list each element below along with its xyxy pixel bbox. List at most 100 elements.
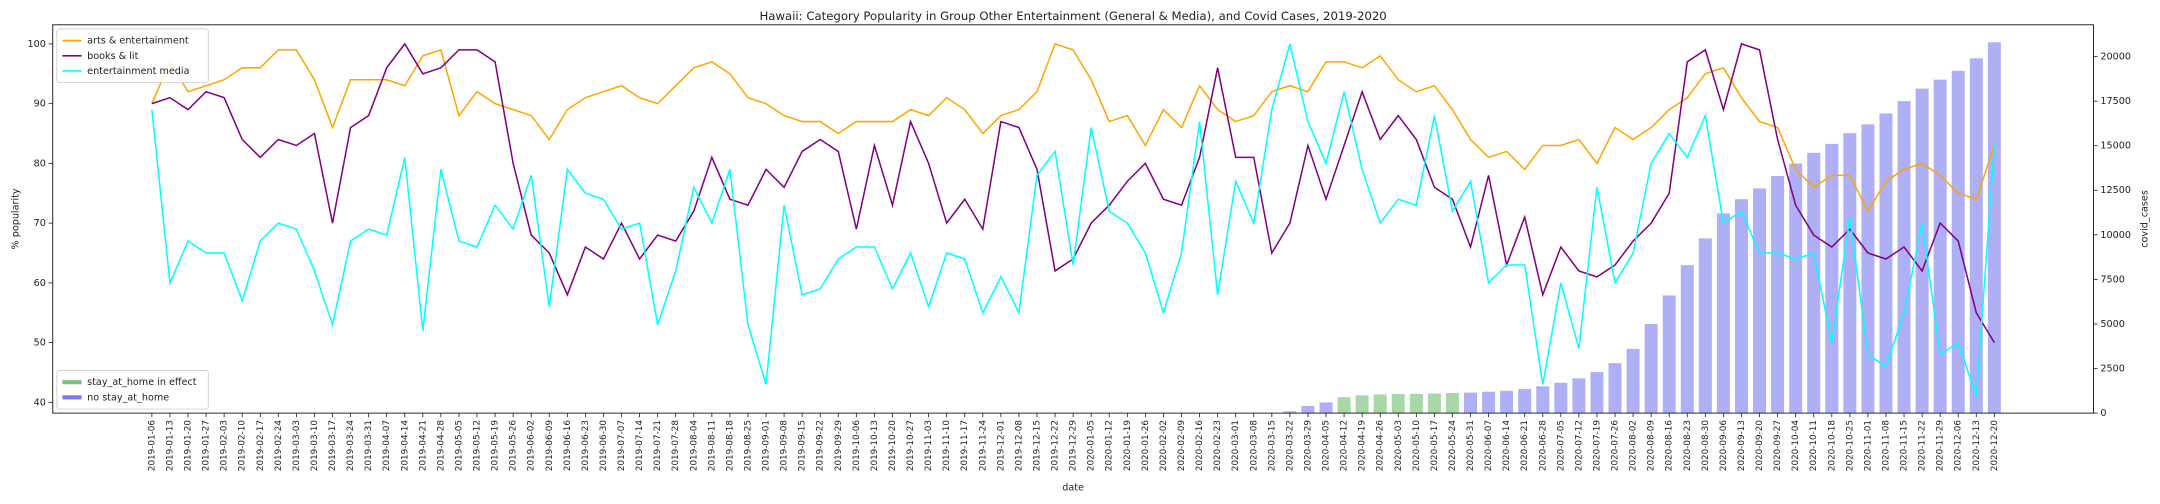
x-tick-label: 2019-02-03 <box>220 420 230 471</box>
bar <box>1301 405 1315 414</box>
legend-box <box>56 370 209 410</box>
y-tick-label: 100 <box>27 39 45 50</box>
x-tick-label: 2020-12-13 <box>1972 420 1982 471</box>
x-tick-label: 2019-02-24 <box>274 420 284 472</box>
y-tick-label: 40 <box>34 397 46 408</box>
x-tick-label: 2019-11-24 <box>978 420 988 472</box>
bar <box>1554 382 1568 414</box>
x-tick-label: 2020-11-29 <box>1936 420 1946 471</box>
x-tick-label: 2019-12-15 <box>1032 420 1042 471</box>
bar <box>1391 393 1405 414</box>
plot-frame <box>52 24 2094 414</box>
y2-tick-label: 5000 <box>2100 319 2124 330</box>
x-tick-label: 2020-06-07 <box>1484 420 1494 471</box>
x-tick-label: 2020-01-12 <box>1105 420 1115 471</box>
x-tick-label: 2019-08-04 <box>689 420 699 472</box>
bar <box>1319 402 1333 414</box>
x-tick-label: 2020-08-16 <box>1665 420 1675 472</box>
legend: stay_at_home in effect no stay_at_home <box>56 370 209 410</box>
bar <box>1807 152 1821 414</box>
x-tick-label: 2020-04-26 <box>1376 420 1386 472</box>
bar <box>1753 188 1767 414</box>
bar <box>1987 42 2001 414</box>
x-tick-label: 2019-06-23 <box>581 420 591 471</box>
bar <box>1283 411 1297 414</box>
x-tick-label: 2020-05-31 <box>1466 420 1476 471</box>
x-tick-label: 2020-06-14 <box>1502 420 1512 472</box>
x-tick-label: 2019-03-31 <box>364 420 374 471</box>
line-series <box>151 42 1996 344</box>
x-tick-label: 2019-01-27 <box>202 420 212 471</box>
y2-tick-label: 2500 <box>2100 364 2124 375</box>
x-tick-label: 2019-07-14 <box>635 420 645 472</box>
legend-box <box>56 28 209 84</box>
y-tick-label: 70 <box>34 218 46 229</box>
x-tick-label: 2020-08-23 <box>1683 420 1693 471</box>
x-tick-label: 2019-08-11 <box>707 420 717 471</box>
bar <box>1427 393 1441 414</box>
x-tick-label: 2019-09-15 <box>798 420 808 471</box>
y-tick-label: 80 <box>34 158 46 169</box>
x-tick-label: 2019-11-17 <box>960 420 970 471</box>
bar <box>1464 392 1478 414</box>
x-tick-label: 2019-12-29 <box>1069 420 1079 471</box>
y2-tick-label: 17500 <box>2100 96 2131 107</box>
x-tick-label: 2020-01-26 <box>1141 420 1151 472</box>
legend-label: stay_at_home in effect <box>87 377 197 388</box>
x-tick-label: 2020-02-02 <box>1159 420 1169 471</box>
x-tick-label: 2019-06-09 <box>545 420 555 471</box>
x-tick-label: 2020-03-15 <box>1267 420 1277 471</box>
y-tick-label: 50 <box>34 338 46 349</box>
x-tick-label: 2019-09-01 <box>762 420 772 471</box>
x-tick-label: 2020-02-09 <box>1177 420 1187 471</box>
x-tick-label: 2019-09-29 <box>834 420 844 471</box>
legend-label: entertainment media <box>87 66 189 77</box>
x-tick-label: 2020-06-21 <box>1520 420 1530 471</box>
x-tick-label: 2019-04-21 <box>418 420 428 471</box>
chart-title: Hawaii: Category Popularity in Group Oth… <box>760 9 1387 23</box>
bar <box>1734 199 1748 414</box>
bar <box>1969 58 1983 414</box>
bar <box>1355 395 1369 414</box>
x-tick-label: 2020-11-08 <box>1881 420 1891 471</box>
x-tick-label: 2020-02-23 <box>1213 420 1223 471</box>
x-tick-label: 2020-09-06 <box>1719 420 1729 472</box>
y-tick-label: 90 <box>34 99 46 110</box>
x-tick-label: 2020-05-24 <box>1448 420 1458 472</box>
x-tick-label: 2019-12-08 <box>1014 420 1024 471</box>
x-tick-label: 2020-04-05 <box>1322 420 1332 471</box>
x-tick-label: 2020-03-08 <box>1249 420 1259 471</box>
bar <box>1789 163 1803 414</box>
bar <box>1445 392 1459 414</box>
bar <box>1572 378 1586 414</box>
bar <box>1879 113 1893 414</box>
x-tick-label: 2020-03-22 <box>1285 420 1295 471</box>
y2-tick-label: 15000 <box>2100 141 2131 152</box>
bar <box>1843 133 1857 414</box>
x-tick-label: 2019-06-02 <box>527 420 537 471</box>
x-tick-label: 2019-05-05 <box>454 420 464 471</box>
x-tick-label: 2019-01-20 <box>183 420 193 472</box>
y2-tick-label: 10000 <box>2100 230 2131 241</box>
x-tick-label: 2020-07-26 <box>1611 420 1621 472</box>
x-tick-label: 2019-05-19 <box>491 420 501 471</box>
x-tick-label: 2019-05-12 <box>473 420 483 471</box>
x-tick-label: 2020-03-29 <box>1303 420 1313 471</box>
bar <box>1680 265 1694 414</box>
x-tick-label: 2019-01-06 <box>147 420 157 472</box>
x-tick-label: 2019-07-28 <box>671 420 681 471</box>
bar <box>1644 323 1658 414</box>
x-tick-label: 2020-04-19 <box>1358 420 1368 471</box>
x-tick-label: 2019-09-08 <box>780 420 790 471</box>
bar <box>1716 213 1730 414</box>
x-tick-label: 2019-10-06 <box>852 420 862 472</box>
x-tick-label: 2019-02-10 <box>238 420 248 472</box>
x-tick-label: 2020-12-20 <box>1990 420 2000 472</box>
bar <box>1933 79 1947 414</box>
line-series <box>151 42 1996 213</box>
x-tick-label: 2020-12-06 <box>1954 420 1964 472</box>
x-tick-label: 2019-09-22 <box>816 420 826 471</box>
legend: arts & entertainment books & lit entertain… <box>56 28 209 84</box>
x-tick-label: 2019-01-13 <box>165 420 175 471</box>
